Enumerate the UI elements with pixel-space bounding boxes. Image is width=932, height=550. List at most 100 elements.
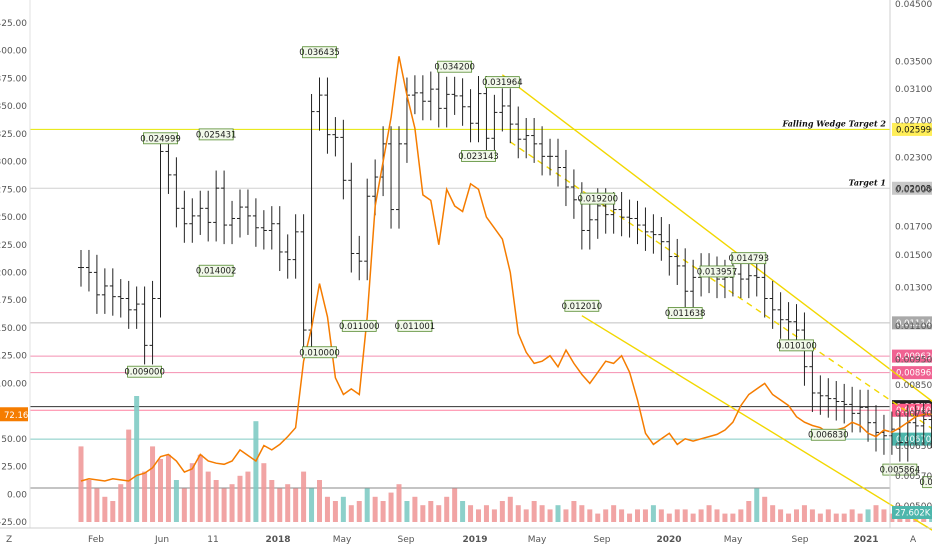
volume-bar <box>833 513 839 522</box>
svg-text:0.011000: 0.011000 <box>339 322 380 332</box>
volume-bar <box>658 509 664 522</box>
volume-bar <box>261 463 267 522</box>
volume-bar <box>94 488 100 522</box>
volume-bar <box>666 513 672 522</box>
level-tag <box>892 122 932 136</box>
price-label: 0.014002 <box>196 264 236 277</box>
price-bar <box>873 405 879 452</box>
price-label: 0.010100 <box>776 339 817 351</box>
volume-bar <box>627 513 633 522</box>
left-tick-label: 0.00 <box>7 490 27 500</box>
volume-bar <box>301 471 307 522</box>
price-bar <box>356 235 363 281</box>
volume-bar <box>340 496 346 522</box>
price-bar <box>284 234 291 279</box>
price-bar <box>435 71 442 128</box>
level-tag <box>892 349 932 363</box>
price-bar <box>753 258 760 297</box>
volume-bar <box>587 509 593 522</box>
volume-bar <box>563 509 569 522</box>
price-bar <box>300 214 307 350</box>
price-label: 0.034200 <box>434 60 475 73</box>
price-bar <box>674 238 681 285</box>
price-bar <box>388 126 395 229</box>
volume-bar <box>817 513 823 522</box>
left-tick-label: 425.00 <box>0 19 27 29</box>
price-bar <box>324 77 331 154</box>
svg-text:0.019200: 0.019200 <box>577 195 618 205</box>
volume-bar <box>309 488 315 522</box>
svg-text:0.011638: 0.011638 <box>665 309 706 319</box>
price-bar <box>849 386 856 433</box>
price-bar <box>348 162 355 273</box>
price-bar <box>364 178 371 281</box>
volume-bar <box>523 509 529 522</box>
price-bar <box>690 259 697 311</box>
price-bar <box>912 405 919 445</box>
volume-bar <box>730 513 736 522</box>
price-bar <box>562 149 569 207</box>
volume-bar <box>134 396 140 522</box>
indicator-polyline <box>80 56 932 482</box>
left-tick-label: -25.00 <box>0 518 27 528</box>
price-bar <box>499 88 506 132</box>
volume-bar <box>293 488 299 522</box>
level-note: Falling Wedge Target 2 <box>781 118 886 128</box>
price-bar <box>777 292 784 339</box>
price-bar <box>467 89 474 143</box>
price-label: 0.005864 <box>880 463 920 476</box>
volume-bar <box>213 480 219 522</box>
volume-bar <box>452 488 458 522</box>
trendline <box>501 74 932 403</box>
volume-bar <box>841 513 847 522</box>
level-tag <box>892 366 932 380</box>
volume-bar <box>372 496 378 522</box>
left-tick-label: 200.00 <box>0 269 27 279</box>
volume-bar <box>245 471 251 522</box>
volume-bar <box>444 496 450 522</box>
volume-bar <box>491 509 497 522</box>
volume-bar <box>483 505 489 522</box>
svg-text:0.034200: 0.034200 <box>434 63 475 73</box>
x-tick-label: May <box>724 535 743 545</box>
right-tick-label: 0.005700 <box>895 472 932 482</box>
volume-bar <box>801 505 807 522</box>
volume-bar <box>332 501 338 522</box>
price-bar <box>427 71 434 121</box>
volume-bar <box>499 501 505 522</box>
svg-text:0.014793: 0.014793 <box>729 254 770 264</box>
price-bar <box>833 381 840 421</box>
svg-text:0.023143: 0.023143 <box>458 152 499 162</box>
volume-bar <box>571 501 577 522</box>
price-bar <box>555 138 561 187</box>
volume-bar <box>778 509 784 522</box>
left-tick-label: 400.00 <box>0 47 27 57</box>
volume-bar <box>285 484 291 522</box>
x-tick-label: 2018 <box>265 535 290 545</box>
price-bar <box>618 191 625 237</box>
price-bar <box>101 268 108 314</box>
x-axis-letter-left: Z <box>6 535 12 545</box>
volume-bar <box>595 513 601 522</box>
level-tag-label: 0.009636 <box>896 352 932 362</box>
volume-bar <box>642 509 648 522</box>
svg-text:0.005550: 0.005550 <box>919 478 932 488</box>
volume-bar <box>650 505 656 522</box>
volume-bar <box>507 496 513 522</box>
volume-bar <box>189 463 195 522</box>
left-tick-label: 175.00 <box>0 296 27 306</box>
volume-bar <box>762 496 768 522</box>
price-bar <box>85 249 92 292</box>
price-bar <box>491 94 498 158</box>
price-bar <box>197 190 204 235</box>
price-bar <box>809 349 816 413</box>
volume-bar <box>619 509 625 522</box>
price-bar <box>157 133 164 318</box>
volume-bar <box>682 509 688 522</box>
